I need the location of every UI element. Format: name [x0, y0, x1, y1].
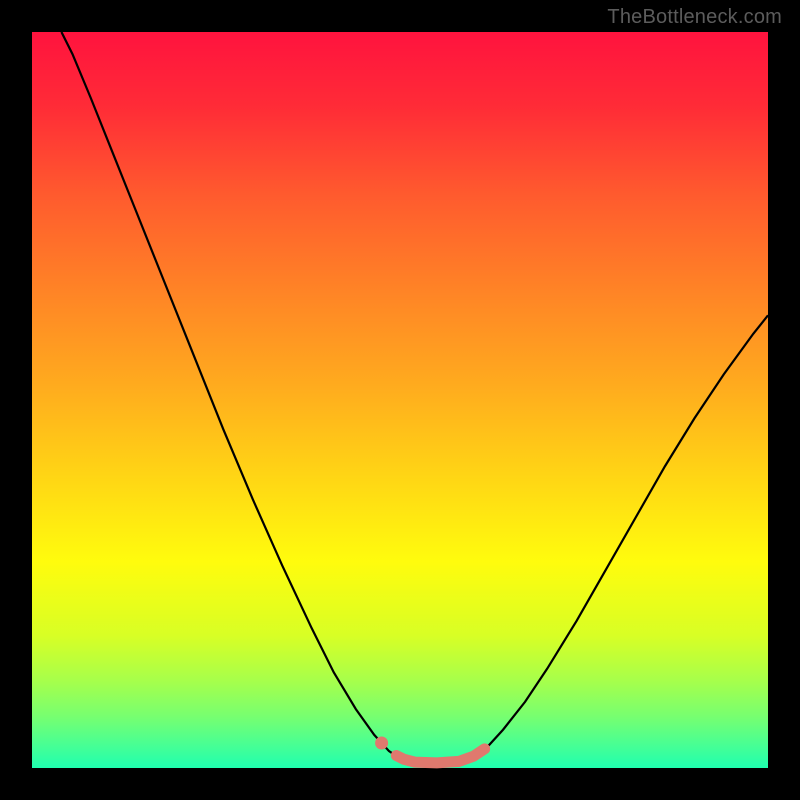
bottleneck-chart — [0, 0, 800, 800]
highlight-marker-dot — [375, 736, 388, 749]
plot-background — [32, 32, 768, 768]
watermark-text: TheBottleneck.com — [607, 6, 782, 29]
